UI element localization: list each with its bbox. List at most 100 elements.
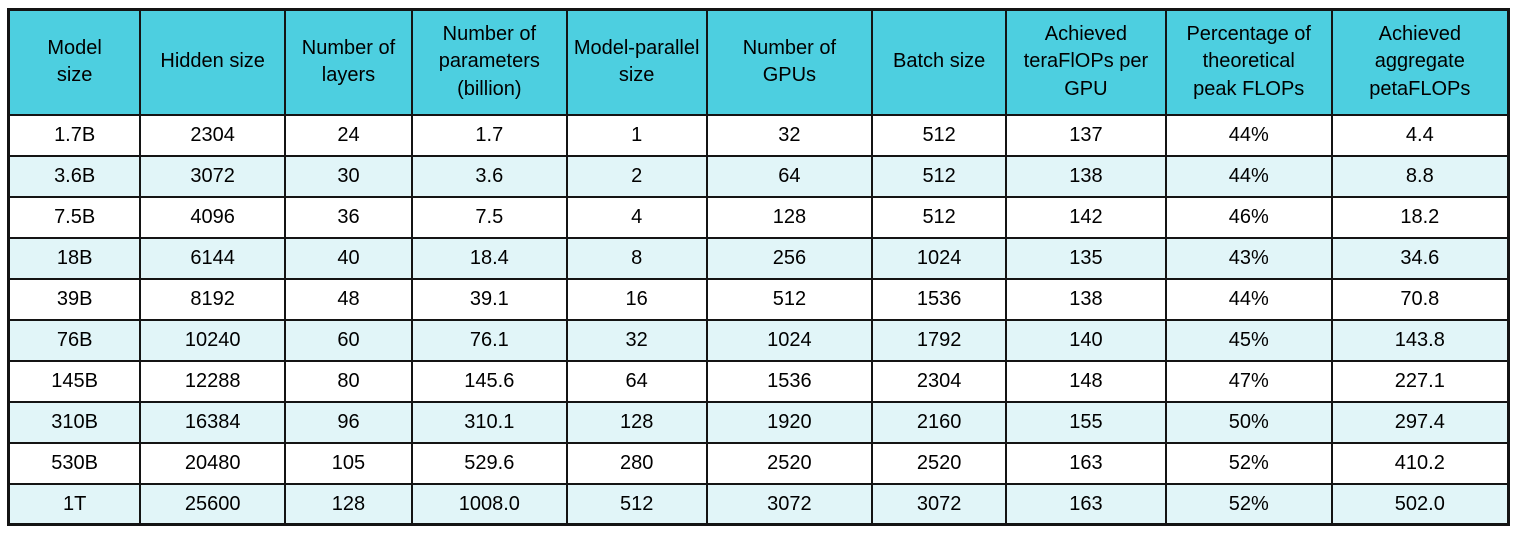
table-cell: 16 [565, 277, 708, 321]
table-header: Model size Hidden size Number of layers … [7, 8, 1510, 116]
table-cell: 45% [1164, 318, 1333, 362]
table-cell: 3072 [871, 482, 1008, 526]
table-cell: 1.7B [7, 113, 142, 157]
table-cell: 20480 [139, 441, 287, 485]
table-cell: 128 [284, 482, 413, 526]
table-cell: 39.1 [410, 277, 568, 321]
table-cell: 60 [284, 318, 413, 362]
table-row: 18B 6144 40 18.4 8 256 1024 135 43% 34.6 [7, 236, 1510, 280]
col-header-num-layers: Number of layers [284, 8, 413, 116]
table-cell: 7.5B [7, 195, 142, 239]
table-cell: 3.6B [7, 154, 142, 198]
table-cell: 163 [1005, 482, 1167, 526]
table-cell: 18.2 [1330, 195, 1510, 239]
table-cell: 30 [284, 154, 413, 198]
table-cell: 18.4 [410, 236, 568, 280]
table-cell: 44% [1164, 277, 1333, 321]
table-cell: 512 [565, 482, 708, 526]
table-cell: 76.1 [410, 318, 568, 362]
table-row: 3.6B 3072 30 3.6 2 64 512 138 44% 8.8 [7, 154, 1510, 198]
col-header-aggregate-petaflops: Achieved aggregate petaFLOPs [1330, 8, 1510, 116]
table-cell: 70.8 [1330, 277, 1510, 321]
table-cell: 48 [284, 277, 413, 321]
table-cell: 80 [284, 359, 413, 403]
table-row: 76B 10240 60 76.1 32 1024 1792 140 45% 1… [7, 318, 1510, 362]
table-cell: 163 [1005, 441, 1167, 485]
table-row: 310B 16384 96 310.1 128 1920 2160 155 50… [7, 400, 1510, 444]
col-header-model-parallel-size: Model-parallel size [565, 8, 708, 116]
table-cell: 1024 [705, 318, 874, 362]
table-cell: 1536 [871, 277, 1008, 321]
table-cell: 16384 [139, 400, 287, 444]
table-cell: 530B [7, 441, 142, 485]
table-cell: 135 [1005, 236, 1167, 280]
table-cell: 2 [565, 154, 708, 198]
table-cell: 137 [1005, 113, 1167, 157]
table-cell: 1792 [871, 318, 1008, 362]
table-cell: 12288 [139, 359, 287, 403]
table-cell: 227.1 [1330, 359, 1510, 403]
table-cell: 143.8 [1330, 318, 1510, 362]
table-cell: 6144 [139, 236, 287, 280]
col-header-teraflops-per-gpu: Achieved teraFlOPs per GPU [1005, 8, 1167, 116]
table-cell: 2304 [139, 113, 287, 157]
table-cell: 40 [284, 236, 413, 280]
table-cell: 128 [565, 400, 708, 444]
table-cell: 138 [1005, 154, 1167, 198]
table-cell: 1920 [705, 400, 874, 444]
table-cell: 46% [1164, 195, 1333, 239]
table-cell: 512 [871, 113, 1008, 157]
table-row: 1.7B 2304 24 1.7 1 32 512 137 44% 4.4 [7, 113, 1510, 157]
table-cell: 529.6 [410, 441, 568, 485]
table-cell: 310.1 [410, 400, 568, 444]
table-cell: 512 [871, 154, 1008, 198]
table-cell: 512 [871, 195, 1008, 239]
table-cell: 8.8 [1330, 154, 1510, 198]
model-scaling-table: Model size Hidden size Number of layers … [7, 8, 1510, 526]
table-cell: 2160 [871, 400, 1008, 444]
table-row: 530B 20480 105 529.6 280 2520 2520 163 5… [7, 441, 1510, 485]
table-cell: 3.6 [410, 154, 568, 198]
table-cell: 4.4 [1330, 113, 1510, 157]
table-row: 7.5B 4096 36 7.5 4 128 512 142 46% 18.2 [7, 195, 1510, 239]
table-cell: 140 [1005, 318, 1167, 362]
table-body: 1.7B 2304 24 1.7 1 32 512 137 44% 4.4 3.… [7, 113, 1510, 526]
table-cell: 410.2 [1330, 441, 1510, 485]
table-cell: 34.6 [1330, 236, 1510, 280]
table-cell: 4 [565, 195, 708, 239]
table-cell: 105 [284, 441, 413, 485]
table-cell: 64 [705, 154, 874, 198]
table-cell: 50% [1164, 400, 1333, 444]
table-cell: 155 [1005, 400, 1167, 444]
table-cell: 145.6 [410, 359, 568, 403]
table-cell: 32 [565, 318, 708, 362]
table-cell: 8 [565, 236, 708, 280]
table-cell: 7.5 [410, 195, 568, 239]
table-cell: 8192 [139, 277, 287, 321]
table-cell: 52% [1164, 441, 1333, 485]
table-cell: 32 [705, 113, 874, 157]
table-row: 1T 25600 128 1008.0 512 3072 3072 163 52… [7, 482, 1510, 526]
table-cell: 310B [7, 400, 142, 444]
table-row: 145B 12288 80 145.6 64 1536 2304 148 47%… [7, 359, 1510, 403]
table-cell: 25600 [139, 482, 287, 526]
table-cell: 10240 [139, 318, 287, 362]
col-header-batch-size: Batch size [871, 8, 1008, 116]
table-cell: 2520 [871, 441, 1008, 485]
table-cell: 47% [1164, 359, 1333, 403]
table-cell: 3072 [139, 154, 287, 198]
col-header-num-parameters: Number of parameters (billion) [410, 8, 568, 116]
table-cell: 2520 [705, 441, 874, 485]
table-cell: 280 [565, 441, 708, 485]
col-header-pct-peak-flops: Percentage of theoretical peak FLOPs [1164, 8, 1333, 116]
table-cell: 44% [1164, 113, 1333, 157]
table-cell: 512 [705, 277, 874, 321]
table-cell: 256 [705, 236, 874, 280]
col-header-hidden-size: Hidden size [139, 8, 287, 116]
table-cell: 1.7 [410, 113, 568, 157]
table-cell: 128 [705, 195, 874, 239]
table-cell: 1T [7, 482, 142, 526]
table-cell: 3072 [705, 482, 874, 526]
header-row: Model size Hidden size Number of layers … [7, 8, 1510, 116]
